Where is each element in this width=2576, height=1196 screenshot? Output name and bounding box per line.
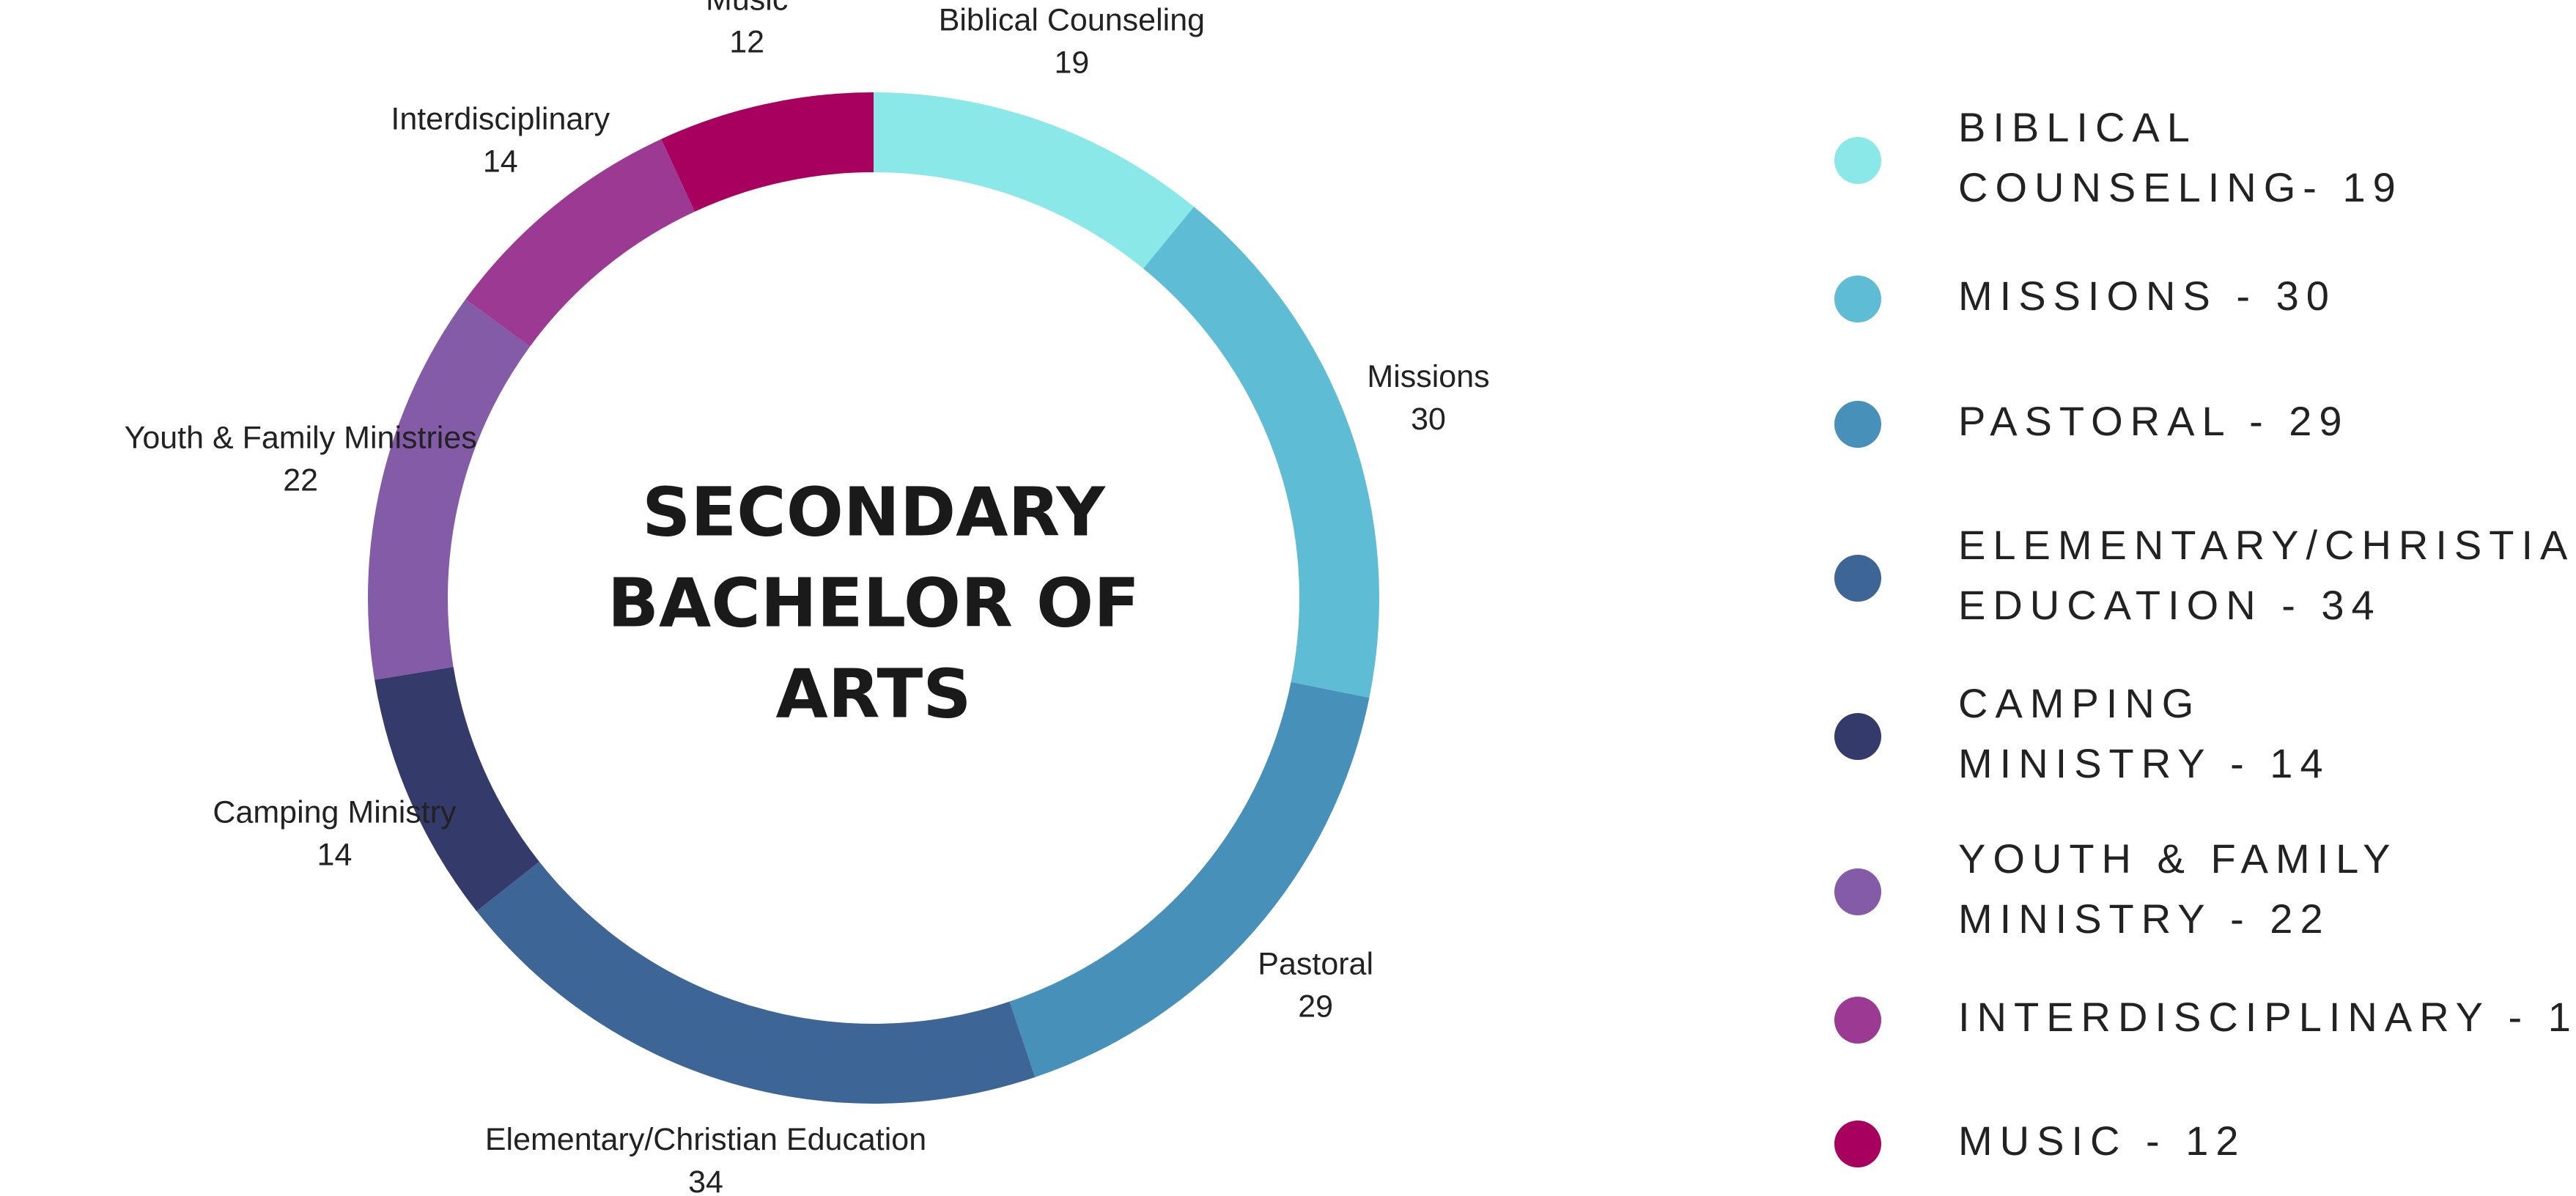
segment-value: 30 — [1411, 402, 1446, 437]
legend-label: PASTORAL - 29 — [1958, 398, 2350, 444]
legend-label: ELEMENTARY/CHRISTIAN — [1958, 522, 2576, 568]
legend-label: MINISTRY - 22 — [1958, 896, 2330, 942]
donut-segment — [367, 299, 531, 680]
segment-value: 14 — [317, 838, 353, 873]
legend-label: COUNSELING- 19 — [1958, 164, 2403, 210]
legend-label: BIBLICAL — [1958, 104, 2197, 150]
segment-value: 14 — [483, 144, 518, 179]
legend-marker — [1834, 555, 1881, 602]
segment-label: Biblical Counseling — [939, 2, 1205, 37]
donut-segment — [874, 92, 1195, 269]
chart-title: BACHELOR OF — [608, 564, 1140, 642]
segment-label: Music — [706, 0, 788, 17]
legend-marker — [1834, 401, 1881, 448]
legend-marker — [1834, 713, 1881, 760]
chart-title: ARTS — [776, 654, 972, 733]
legend-marker — [1834, 137, 1881, 184]
segment-label: Interdisciplinary — [391, 101, 610, 136]
legend-marker — [1834, 997, 1881, 1044]
legend-marker — [1834, 276, 1881, 322]
donut-segment — [1009, 682, 1370, 1077]
legend-label: MISSIONS - 30 — [1958, 273, 2336, 319]
donut-segment — [465, 139, 695, 347]
legend-label: EDUCATION - 34 — [1958, 582, 2382, 628]
segment-label: Youth & Family Ministries — [125, 420, 477, 455]
segment-value: 12 — [729, 24, 764, 59]
legend-marker — [1834, 1121, 1881, 1167]
segment-label: Missions — [1367, 359, 1489, 394]
segment-label: Elementary/Christian Education — [485, 1122, 926, 1157]
legend-label: MINISTRY - 14 — [1958, 740, 2330, 786]
legend-label: MUSIC - 12 — [1958, 1118, 2246, 1164]
segment-value: 22 — [283, 462, 318, 498]
segment-value: 34 — [688, 1164, 723, 1196]
segment-label: Pastoral — [1258, 947, 1373, 982]
legend-label: INTERDISCIPLINARY - 14 — [1958, 994, 2576, 1040]
chart-title: SECONDARY — [642, 473, 1106, 551]
segment-label: Camping Ministry — [213, 795, 457, 830]
segment-value: 19 — [1054, 45, 1089, 80]
legend-marker — [1834, 868, 1881, 915]
donut-segment — [1143, 207, 1379, 698]
donut-segment — [661, 92, 874, 212]
legend-label: CAMPING — [1958, 680, 2201, 726]
legend-label: YOUTH & FAMILY — [1958, 835, 2397, 882]
segment-value: 29 — [1298, 989, 1333, 1025]
donut-segment — [476, 861, 1036, 1104]
donut-segment — [374, 666, 539, 912]
